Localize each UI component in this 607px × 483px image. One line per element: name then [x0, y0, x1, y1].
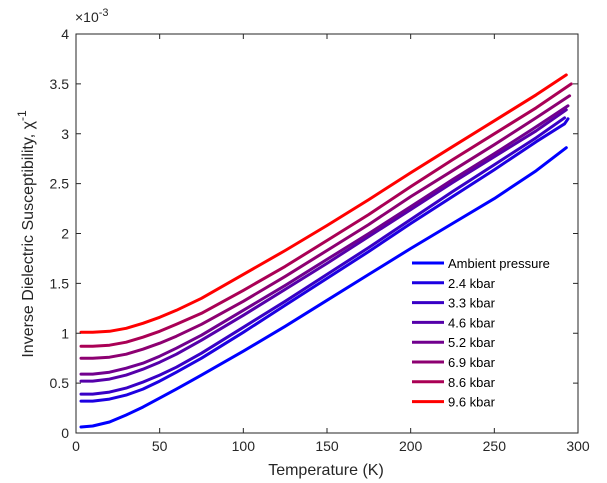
- x-tick-label: 100: [232, 438, 256, 454]
- y-multiplier-base: ×10: [75, 9, 99, 25]
- legend-box: [408, 252, 520, 419]
- series-line-1: [79, 117, 570, 403]
- y-tick-label: 3.5: [50, 76, 70, 92]
- x-tick-label: 0: [72, 438, 80, 454]
- series-line-4: [79, 104, 570, 376]
- y-tick-label: 1: [61, 325, 69, 341]
- series-line-2: [79, 116, 567, 396]
- labels-layer: 0 50 100 150 200 250 300 0 0.5 1 1.5 2 2.5 3 3.5 4: [50, 26, 590, 454]
- y-tick-label: 1.5: [50, 275, 70, 291]
- legend-label-5: 6.9 kbar: [448, 355, 496, 370]
- ticks-layer: [75, 33, 579, 434]
- legend-label-3: 4.6 kbar: [448, 315, 496, 330]
- legend-label-1: 2.4 kbar: [448, 276, 496, 291]
- y-multiplier-label: ×10-3: [75, 7, 109, 25]
- y-tick-label: 3: [61, 126, 69, 142]
- x-tick-label: 200: [399, 438, 423, 454]
- y-tick-label: 0.5: [50, 375, 70, 391]
- y-tick-label: 2.5: [50, 176, 70, 192]
- series-line-6: [79, 82, 573, 348]
- legend-label-2: 3.3 kbar: [448, 296, 496, 311]
- y-tick-label: 0: [61, 425, 69, 441]
- series-line-3: [79, 108, 568, 383]
- series-line-5: [79, 94, 572, 360]
- legend-label-7: 9.6 kbar: [448, 395, 496, 410]
- legend-label-4: 5.2 kbar: [448, 335, 496, 350]
- y-multiplier-exponent: -3: [99, 7, 109, 19]
- series-line-7: [79, 73, 568, 334]
- x-tick-label: 300: [566, 438, 590, 454]
- series-line-0: [79, 146, 568, 429]
- y-axis-label-exponent: -1: [15, 110, 29, 121]
- y-tick-label: 4: [61, 26, 69, 42]
- legend-label-6: 8.6 kbar: [448, 375, 496, 390]
- x-tick-label: 50: [152, 438, 168, 454]
- x-tick-label: 250: [483, 438, 507, 454]
- y-axis-label: Inverse Dielectric Susceptibility, χ-1: [15, 110, 37, 358]
- series-layer: [79, 73, 573, 429]
- x-tick-label: 150: [315, 438, 339, 454]
- legend-label-0: Ambient pressure: [448, 256, 550, 271]
- legend: Ambient pressure 2.4 kbar 3.3 kbar 4.6 kbar…: [408, 252, 550, 419]
- y-tick-label: 2: [61, 226, 69, 242]
- y-axis-label-main: Inverse Dielectric Susceptibility, χ: [20, 120, 37, 357]
- x-axis-label: Temperature (K): [268, 462, 384, 479]
